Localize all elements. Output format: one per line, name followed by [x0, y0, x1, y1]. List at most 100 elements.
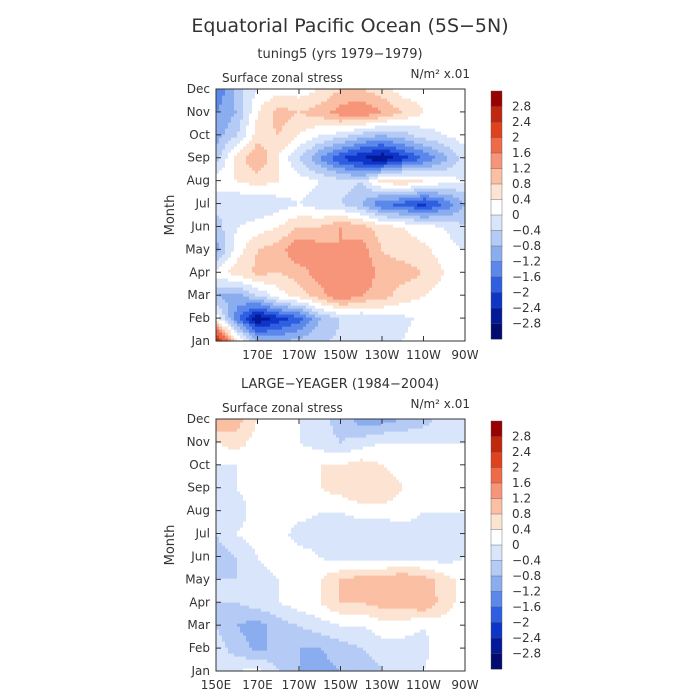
- heatmap-cell: [330, 323, 334, 327]
- heatmap-cell: [342, 338, 346, 342]
- heatmap-cell: [366, 332, 370, 336]
- heatmap-cell: [435, 305, 439, 309]
- heatmap-cell: [339, 296, 343, 300]
- heatmap-cell: [375, 317, 379, 321]
- heatmap-cell: [393, 326, 397, 330]
- heatmap-cell: [441, 302, 445, 306]
- heatmap-cell: [315, 335, 319, 339]
- heatmap-cell: [384, 329, 388, 333]
- heatmap-cell: [303, 329, 307, 333]
- heatmap-cell: [399, 302, 403, 306]
- heatmap-cell: [222, 329, 226, 333]
- heatmap-cell: [225, 293, 229, 297]
- heatmap-cell: [453, 332, 457, 336]
- heatmap-cell: [444, 323, 448, 327]
- heatmap-cell: [438, 317, 442, 321]
- heatmap-cell: [255, 329, 259, 333]
- panel-1: tuning5 (yrs 1979−1979) Surface zonal st…: [163, 47, 541, 362]
- heatmap-cell: [279, 314, 283, 318]
- heatmap-cell: [420, 293, 424, 297]
- heatmap-cell: [360, 338, 364, 342]
- heatmap-cell: [411, 302, 415, 306]
- heatmap-cell: [462, 317, 466, 321]
- heatmap-cell: [249, 305, 253, 309]
- heatmap-cell: [243, 320, 247, 324]
- heatmap-cell: [408, 293, 412, 297]
- heatmap-cell: [441, 308, 445, 312]
- heatmap-cell: [270, 335, 274, 339]
- heatmap-cell: [432, 329, 436, 333]
- heatmap-cell: [411, 317, 415, 321]
- heatmap-cell: [408, 314, 412, 318]
- heatmap-cell: [441, 299, 445, 303]
- heatmap-cell: [249, 296, 253, 300]
- heatmap-cell: [240, 326, 244, 330]
- heatmap-cell: [420, 314, 424, 318]
- heatmap-cell: [363, 293, 367, 297]
- heatmap-cell: [252, 311, 256, 315]
- heatmap-cell: [243, 314, 247, 318]
- heatmap-cell: [321, 326, 325, 330]
- heatmap-cell: [285, 317, 289, 321]
- heatmap-cell: [219, 338, 223, 342]
- heatmap-cell: [384, 338, 388, 342]
- heatmap-cell: [318, 332, 322, 336]
- heatmap-cell: [285, 302, 289, 306]
- heatmap-cell: [426, 338, 430, 342]
- heatmap-cell: [432, 305, 436, 309]
- heatmap-cell: [243, 290, 247, 294]
- heatmap-cell: [225, 299, 229, 303]
- heatmap-cell: [429, 323, 433, 327]
- heatmap-cell: [411, 314, 415, 318]
- heatmap-cell: [261, 299, 265, 303]
- heatmap-cell: [228, 293, 232, 297]
- heatmap-cell: [330, 332, 334, 336]
- heatmap-cell: [309, 299, 313, 303]
- heatmap-cell: [219, 305, 223, 309]
- heatmap-cell: [333, 314, 337, 318]
- heatmap-cell: [453, 335, 457, 339]
- heatmap-cell: [321, 305, 325, 309]
- heatmap-cell: [327, 296, 331, 300]
- heatmap-cell: [408, 335, 412, 339]
- heatmap-cell: [447, 305, 451, 309]
- heatmap-cell: [381, 326, 385, 330]
- heatmap-cell: [300, 329, 304, 333]
- heatmap-cell: [279, 335, 283, 339]
- heatmap-cell: [342, 332, 346, 336]
- heatmap-cell: [381, 308, 385, 312]
- heatmap-cell: [279, 299, 283, 303]
- heatmap-cell: [294, 338, 298, 342]
- heatmap-cell: [444, 296, 448, 300]
- heatmap-cell: [279, 308, 283, 312]
- heatmap-cell: [357, 299, 361, 303]
- heatmap-cell: [345, 296, 349, 300]
- heatmap-cell: [246, 299, 250, 303]
- heatmap-cell: [423, 338, 427, 342]
- heatmap-cell: [219, 332, 223, 336]
- heatmap-cell: [327, 332, 331, 336]
- heatmap-cell: [414, 332, 418, 336]
- heatmap-cell: [348, 308, 352, 312]
- heatmap-cell: [231, 317, 235, 321]
- heatmap-cell: [453, 311, 457, 315]
- heatmap-cell: [246, 338, 250, 342]
- heatmap-cell: [351, 296, 355, 300]
- heatmap-cell: [300, 302, 304, 306]
- heatmap-cell: [237, 299, 241, 303]
- heatmap-cell: [333, 299, 337, 303]
- heatmap-cell: [459, 305, 463, 309]
- heatmap-cell: [390, 329, 394, 333]
- heatmap-cell: [216, 323, 220, 327]
- heatmap-cell: [318, 305, 322, 309]
- heatmap-cell: [417, 317, 421, 321]
- heatmap-cell: [414, 335, 418, 339]
- heatmap-cell: [363, 335, 367, 339]
- heatmap-cell: [381, 338, 385, 342]
- heatmap-cell: [345, 317, 349, 321]
- heatmap-cell: [363, 320, 367, 324]
- heatmap-cell: [219, 290, 223, 294]
- heatmap-cell: [456, 335, 460, 339]
- heatmap-cell: [339, 302, 343, 306]
- heatmap-cell: [429, 317, 433, 321]
